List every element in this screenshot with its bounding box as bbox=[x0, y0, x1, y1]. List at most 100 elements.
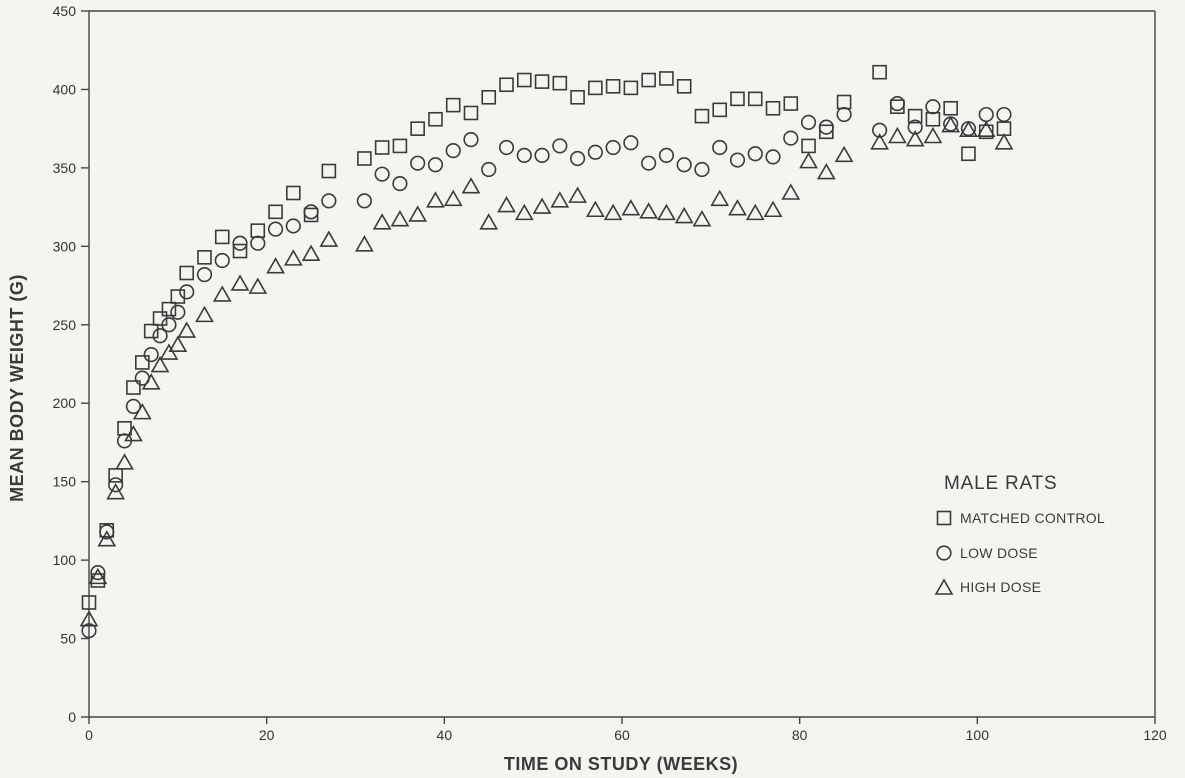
legend-circle-icon bbox=[936, 545, 952, 561]
data-point-square bbox=[907, 108, 923, 124]
legend-title: MALE RATS bbox=[944, 473, 1057, 494]
data-point-square bbox=[552, 75, 568, 91]
data-point-triangle bbox=[97, 530, 117, 547]
data-point-triangle bbox=[283, 249, 303, 266]
data-point-square bbox=[481, 89, 497, 105]
data-point-triangle bbox=[168, 335, 188, 352]
data-point-circle bbox=[108, 477, 124, 493]
data-point-triangle bbox=[585, 200, 605, 218]
y-tick-label: 300 bbox=[53, 238, 77, 254]
legend-triangle-icon bbox=[934, 578, 954, 595]
data-point-triangle bbox=[461, 177, 481, 194]
data-point-triangle bbox=[603, 203, 623, 221]
data-point-circle bbox=[498, 139, 515, 156]
data-point-circle bbox=[267, 221, 284, 237]
data-point-triangle bbox=[115, 453, 134, 470]
y-tick-label: 100 bbox=[53, 552, 77, 568]
data-point-triangle bbox=[150, 355, 170, 373]
data-point-triangle bbox=[692, 210, 712, 227]
data-point-circle bbox=[214, 252, 230, 269]
x-tick-label: 120 bbox=[1143, 727, 1167, 743]
data-point-square bbox=[286, 185, 301, 201]
data-point-triangle bbox=[319, 230, 339, 247]
data-point-triangle bbox=[132, 403, 152, 420]
data-point-triangle bbox=[657, 203, 676, 221]
y-tick-label: 350 bbox=[53, 160, 77, 176]
data-point-circle bbox=[534, 147, 550, 163]
data-point-triangle bbox=[497, 195, 516, 213]
data-point-circle bbox=[552, 138, 568, 154]
axes: 0 50 100 150 200 250 300 350 400 450 0 20 40 60 80 100 1… bbox=[53, 3, 1167, 743]
data-point-square bbox=[588, 80, 603, 96]
data-point-square bbox=[961, 146, 976, 162]
data-point-triangle bbox=[905, 130, 925, 147]
data-point-square bbox=[836, 94, 852, 110]
data-point-triangle bbox=[550, 191, 570, 208]
data-point-triangle bbox=[710, 189, 730, 207]
data-point-circle bbox=[152, 328, 168, 344]
x-tick-label: 80 bbox=[792, 727, 808, 743]
y-tick-label: 400 bbox=[53, 81, 77, 97]
data-point-circle bbox=[765, 149, 781, 165]
data-point-circle bbox=[170, 304, 186, 320]
data-point-square bbox=[81, 595, 97, 610]
data-point-square bbox=[250, 223, 266, 238]
data-point-triangle bbox=[745, 203, 765, 221]
legend-square-icon bbox=[936, 510, 952, 526]
y-tick-label: 200 bbox=[53, 395, 77, 411]
data-point-circle bbox=[783, 130, 799, 146]
data-point-triangle bbox=[355, 235, 374, 252]
data-point-square bbox=[872, 64, 887, 80]
data-point-triangle bbox=[212, 285, 232, 302]
data-point-square bbox=[392, 138, 408, 154]
data-point-triangle bbox=[941, 115, 961, 133]
data-point-square bbox=[570, 89, 585, 105]
data-point-square bbox=[170, 289, 186, 304]
data-point-square bbox=[890, 99, 905, 115]
y-tick-label: 250 bbox=[53, 317, 77, 333]
data-point-triangle bbox=[834, 145, 854, 163]
data-point-circle bbox=[143, 346, 159, 363]
data-point-circle bbox=[676, 157, 692, 173]
data-point-circle bbox=[356, 193, 372, 209]
data-point-circle bbox=[445, 143, 461, 159]
data-point-square bbox=[978, 124, 994, 140]
data-point-square bbox=[445, 97, 461, 113]
data-point-square bbox=[605, 79, 621, 94]
series-matched-control bbox=[81, 64, 1012, 610]
data-point-square bbox=[783, 96, 799, 111]
x-tick-label: 100 bbox=[966, 727, 990, 743]
data-point-triangle bbox=[888, 126, 907, 144]
data-point-circle bbox=[410, 155, 426, 171]
y-tick-label: 50 bbox=[60, 631, 76, 647]
legend-entry-low-dose: LOW DOSE bbox=[960, 545, 1038, 561]
data-point-circle bbox=[232, 235, 248, 251]
data-point-triangle bbox=[639, 202, 659, 219]
data-point-square bbox=[659, 71, 674, 86]
data-point-square bbox=[534, 74, 550, 89]
data-point-triangle bbox=[390, 210, 410, 227]
data-point-triangle bbox=[248, 277, 268, 294]
data-points bbox=[79, 64, 1014, 639]
data-point-triangle bbox=[976, 120, 996, 138]
data-point-triangle bbox=[159, 343, 179, 360]
data-point-square bbox=[765, 100, 781, 116]
y-axis-title: MEAN BODY WEIGHT (G) bbox=[7, 274, 27, 502]
data-point-triangle bbox=[177, 321, 197, 338]
legend-entry-high-dose: HIGH DOSE bbox=[960, 579, 1041, 595]
data-point-circle bbox=[641, 155, 657, 171]
data-point-triangle bbox=[959, 120, 978, 138]
data-point-square bbox=[925, 111, 941, 127]
data-point-square bbox=[410, 121, 425, 136]
data-point-triangle bbox=[124, 424, 143, 442]
data-point-circle bbox=[81, 623, 97, 639]
data-point-circle bbox=[818, 119, 834, 135]
data-point-square bbox=[801, 138, 816, 154]
data-point-circle bbox=[800, 114, 817, 130]
data-point-square bbox=[357, 151, 372, 166]
x-tick-label: 0 bbox=[85, 727, 93, 743]
x-axis-title: TIME ON STUDY (WEEKS) bbox=[504, 754, 738, 774]
x-tick-label: 60 bbox=[614, 727, 630, 743]
data-point-circle bbox=[747, 146, 763, 162]
